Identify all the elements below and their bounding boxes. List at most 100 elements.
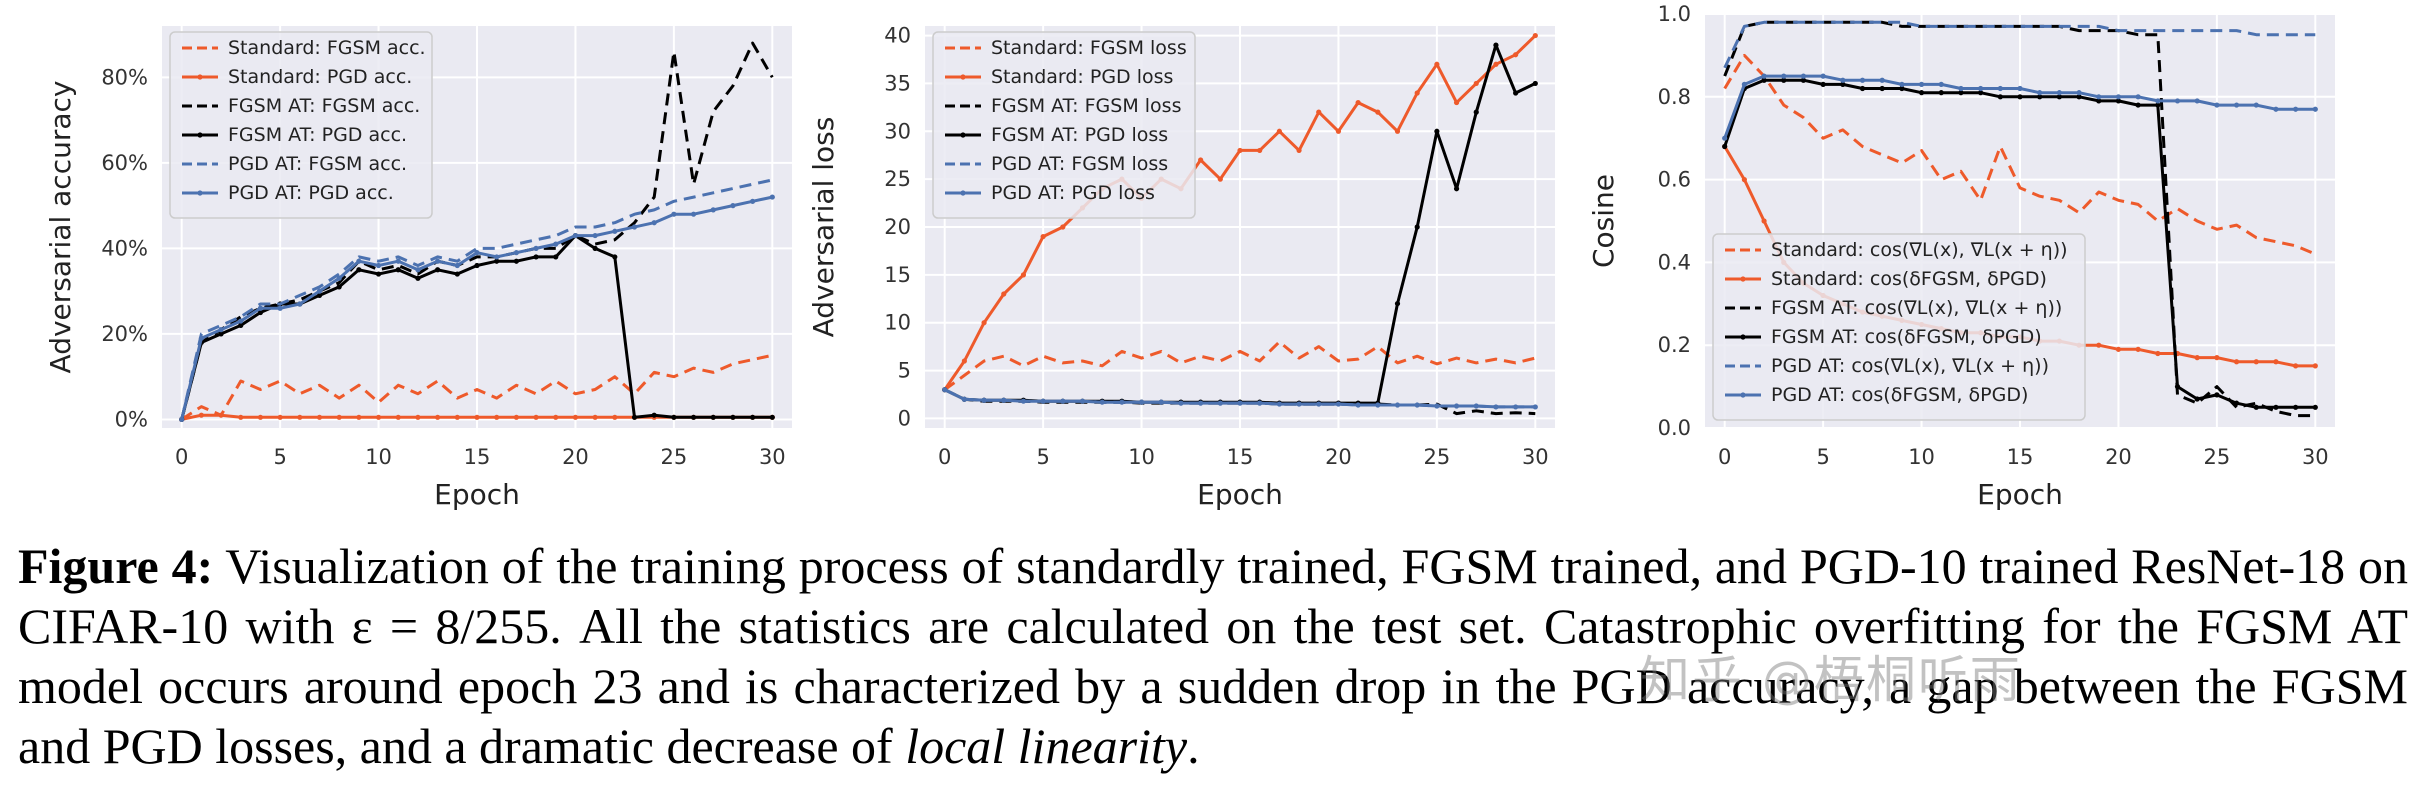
series-point [592,245,598,251]
figure-4-charts: 0 5 10 15 20 25 30 0% 20% 40% 60% 80% Epoch Adversari… [44,2,2335,511]
series-point [257,305,264,311]
series-point [2155,98,2161,104]
series-point [1493,404,1499,410]
zhihu-watermark: 知乎 @梧桐听雨 [1640,651,2022,709]
caption-label: Figure 4: [18,538,214,594]
series-point [2194,98,2200,104]
series-point [513,414,519,420]
series-point [1997,85,2003,92]
series-point [375,271,382,277]
x-tick-label: 20 [562,445,589,469]
x-axis-label: Epoch [1977,478,2063,511]
series-point [1079,398,1086,404]
series-point [1375,402,1381,408]
series-point [592,414,598,420]
series-point [2135,346,2141,352]
legend: Standard: FGSM acc. Standard: PGD acc. FGS… [169,31,433,219]
series-point [1513,52,1519,58]
series-point [454,414,460,420]
series-point [2076,94,2082,100]
series-point [1237,147,1243,154]
y-axis-label: Adversarial accuracy [44,81,77,374]
legend-marker [1740,334,1746,340]
series-point [395,414,401,420]
legend-entry: FGSM AT: cos(δFGSM, δPGD) [1771,326,2042,348]
legend-entry: PGD AT: PGD loss [991,182,1155,204]
series-point [2293,363,2299,369]
series-point [2293,404,2299,410]
series-point [1020,398,1027,404]
series-point [1741,81,1747,87]
series-point [316,292,323,299]
series-line-1 [943,340,1536,391]
series-point [1493,42,1499,48]
y-tick-label: 5 [898,359,911,383]
series-point [1434,61,1440,67]
legend-entry: Standard: PGD acc. [228,66,412,88]
x-tick-label: 30 [2302,445,2329,469]
series-point [1859,77,1866,83]
legend-box [932,31,1196,219]
chart-1: 0 5 10 15 20 25 30 0% 20% 40% 60% 80% Epoch Adversari… [44,26,792,511]
y-tick-label: 40 [884,24,911,48]
series-point [336,284,342,290]
series-point [2253,359,2259,365]
series-point [415,275,421,281]
series-point [1276,401,1282,407]
series-point [553,254,559,260]
series-point [356,414,362,420]
series-point [1375,109,1381,115]
x-tick-label: 30 [759,445,786,469]
series-point [671,211,677,217]
series-point [2293,106,2299,112]
series-point [690,211,697,217]
series-point [1296,147,1302,154]
caption-text: Visualization of the training process of… [18,538,2409,774]
legend-entry: FGSM AT: PGD loss [991,124,1168,146]
series-point [494,254,500,260]
series-point [2037,94,2043,100]
series-point [1473,80,1479,87]
series-point [218,327,224,333]
y-tick-label: 35 [884,71,911,95]
y-tick-label: 40% [101,236,148,260]
y-tick-label: 0.0 [1658,416,1691,440]
series-point [1532,404,1538,410]
series-point [2174,98,2181,104]
series-point [2194,396,2200,402]
series-point [1217,400,1223,406]
series-point [2174,384,2181,390]
legend-entry: PGD AT: PGD acc. [228,182,394,204]
x-tick-label: 5 [273,445,286,469]
series-point [572,232,579,239]
legend-box [169,31,433,219]
series-point [257,414,264,420]
series-point [2096,342,2102,348]
y-tick-label: 0.8 [1658,85,1691,109]
legend: Standard: cos(∇L(x), ∇L(x + η)) Standard:… [1712,233,2086,421]
series-point [1800,77,1807,83]
series-point [2233,359,2240,365]
series-point [1335,128,1342,134]
legend-marker [197,132,203,138]
series-point [494,414,500,420]
series-point [415,267,421,273]
series-line-5 [1723,20,2316,69]
y-tick-label: 60% [101,151,148,175]
series-point [395,267,401,273]
x-axis-label: Epoch [1197,478,1283,511]
series-point [1198,400,1204,406]
series-point [1040,233,1046,240]
series-line-3 [1723,20,2316,418]
series-point [1918,90,1925,96]
series-point [1722,135,1728,141]
series-point [1761,73,1767,79]
x-tick-label: 20 [2105,445,2132,469]
series-point [1820,73,1826,79]
series-point [981,397,987,403]
series-point [1899,81,1905,87]
series-point [474,250,480,256]
series-point [1958,85,1964,92]
legend-marker [960,74,966,80]
y-tick-label: 0.2 [1658,333,1691,357]
